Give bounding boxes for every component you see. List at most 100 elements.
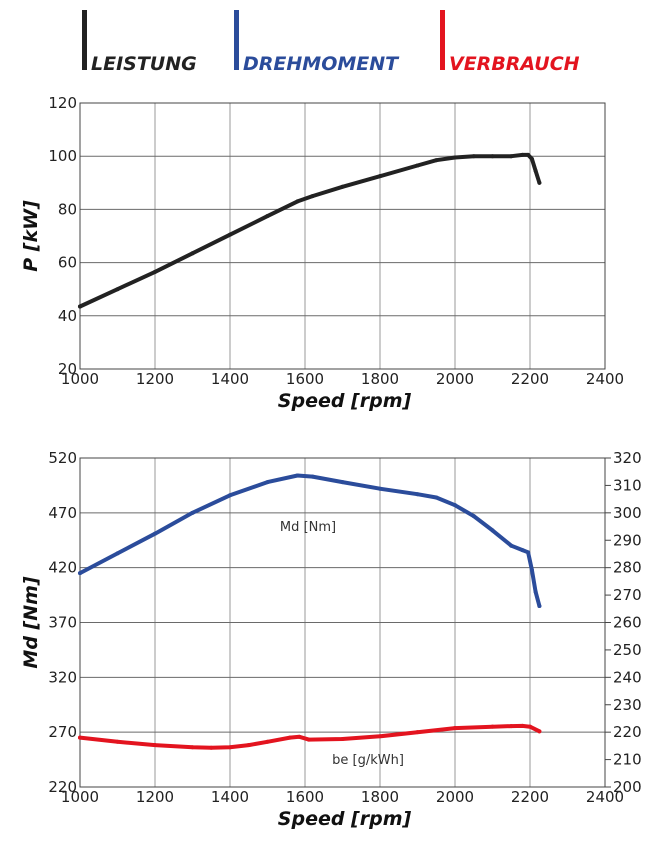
x-tick-label: 1000 [61,370,99,388]
data-point [115,287,120,292]
data-point [520,152,525,157]
data-point [310,194,315,199]
y-right-tick-label: 200 [613,778,642,796]
y-tick-label: 220 [48,778,77,796]
data-point [306,737,311,742]
data-point [288,735,292,740]
x-tick-label: 2400 [586,788,624,806]
x-tick-label: 2200 [511,788,549,806]
data-point [228,745,232,750]
y-right-tick-label: 250 [613,641,642,659]
data-point [533,168,538,173]
data-point [453,155,457,160]
data-point [310,474,315,479]
y-axis-title: P [kW] [20,200,42,272]
x-tick-label: 1200 [136,370,174,388]
data-point [529,156,534,161]
torque-consumption-chart: 1000 1200 1400 1600 1800 2000 2200 2400 220 270 32… [20,449,642,830]
data-point [295,473,300,478]
data-point [520,723,525,728]
data-point [434,158,439,163]
data-point [78,304,82,309]
y-tick-label: 520 [48,449,77,467]
series-line-0 [78,473,542,608]
data-point [537,729,542,734]
y-tick-label: 20 [58,360,77,378]
y-tick-label: 40 [58,307,77,325]
data-point [415,492,420,497]
y-tick-label: 370 [48,614,77,632]
data-point [378,174,382,179]
data-point [509,543,514,548]
data-point [340,737,345,742]
y-right-tick-label: 210 [613,751,642,769]
y-right-tick-label: 230 [613,696,642,714]
x-tick-label: 1200 [136,788,174,806]
series-annotation-md: Md [Nm] [280,520,336,535]
plot-frame [79,102,606,370]
y-axis-title: Md [Nm] [20,576,42,669]
x-tick-label: 2000 [436,370,474,388]
data-point [509,724,514,729]
data-point [528,724,532,729]
legend-marker-2 [440,10,445,70]
data-point [490,154,495,159]
x-tick-label: 1000 [61,788,99,806]
data-point [453,503,457,508]
data-point [520,548,525,553]
data-point [378,486,382,491]
data-point [297,734,302,739]
y-tick-label: 80 [58,200,77,218]
y-tick-label: 420 [48,559,77,577]
y-right-tick-label: 290 [613,531,642,549]
data-point [246,743,251,748]
data-point [153,531,157,536]
y-right-tick-label: 260 [613,614,642,632]
x-tick-label: 1800 [361,370,399,388]
x-axis-title: Speed [rpm] [278,390,412,412]
data-point [490,528,495,533]
data-point [340,184,345,189]
x-tick-label: 1600 [286,370,324,388]
data-point [78,571,82,576]
data-point [533,589,538,594]
y-right-tick-label: 270 [613,586,642,604]
data-point [265,739,270,744]
data-point [190,510,195,515]
x-tick-label: 1600 [286,788,324,806]
data-point [529,567,534,572]
legend: LEISTUNG DREHMOMENT VERBRAUCH [82,10,580,75]
data-point [153,743,157,748]
data-point [471,514,476,519]
x-tick-label: 1800 [361,788,399,806]
y-right-tick-label: 310 [613,476,642,494]
data-point [537,180,542,185]
data-point [537,604,542,609]
data-point [228,493,232,498]
data-point [78,735,82,740]
data-point [453,726,457,731]
data-point [153,269,157,274]
series-line-0 [78,152,542,309]
data-point [115,739,120,744]
x-tick-label: 2000 [436,788,474,806]
y-tick-label: 470 [48,504,77,522]
legend-label-2: VERBRAUCH [449,53,580,75]
data-point [415,730,420,735]
y-right-tick-label: 240 [613,668,642,686]
legend-label-0: LEISTUNG [91,53,197,75]
data-point [190,745,195,750]
data-point [378,734,382,739]
legend-marker-1 [234,10,239,70]
y-tick-label: 320 [48,668,77,686]
legend-marker-0 [82,10,87,70]
x-tick-label: 1400 [211,788,249,806]
legend-label-1: DREHMOMENT [243,53,400,75]
y-right-tick-label: 280 [613,559,642,577]
data-point [228,232,232,237]
x-tick-label: 2400 [586,370,624,388]
data-point [190,251,195,256]
data-point [340,480,345,485]
data-point [265,480,270,485]
